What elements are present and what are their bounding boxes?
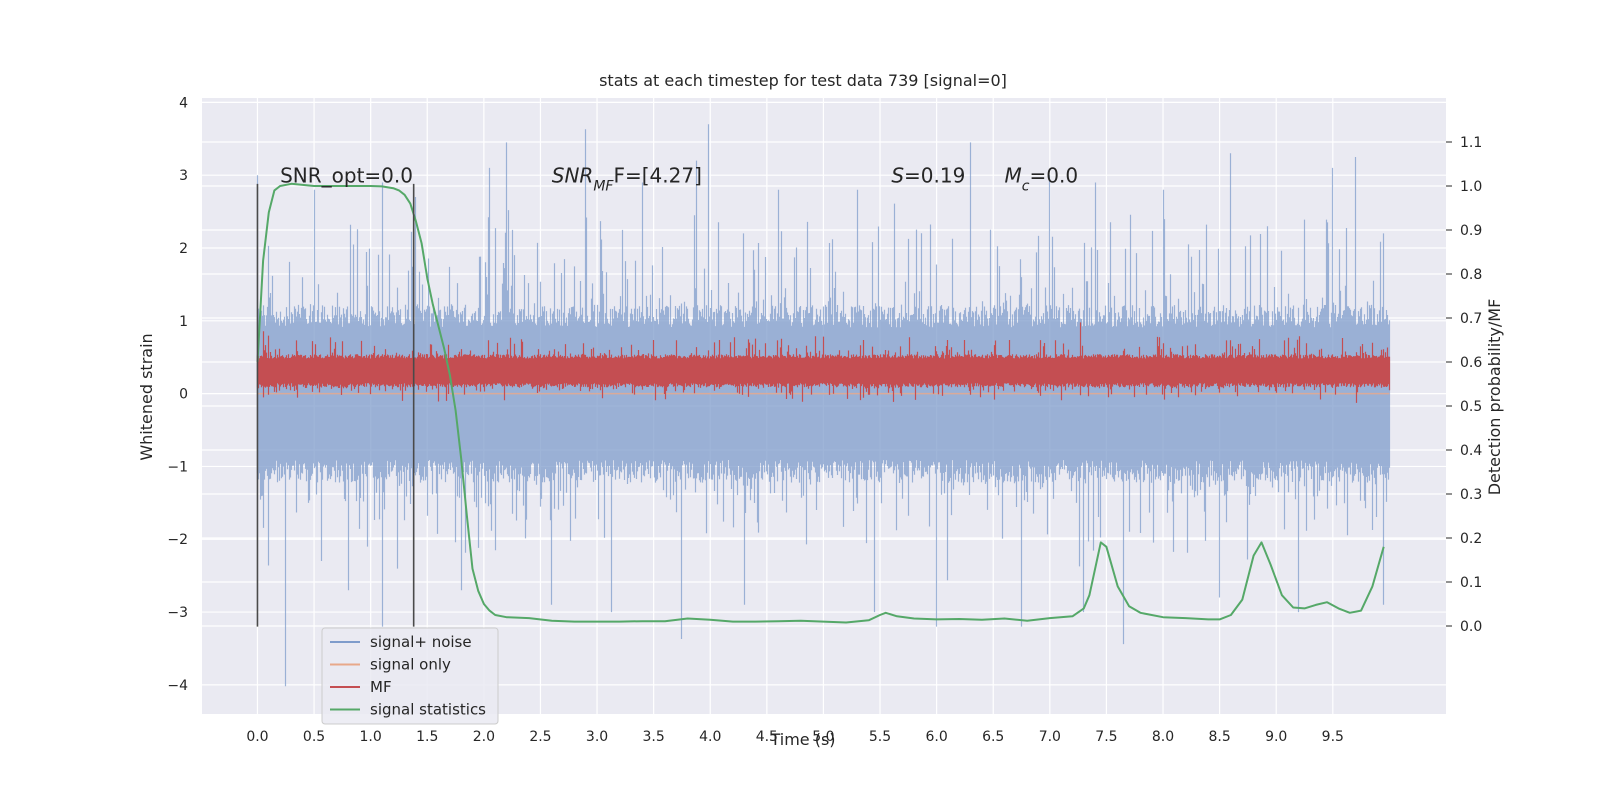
x-tick-label: 5.0 [812, 729, 834, 745]
legend-label-signal-statistics: signal statistics [370, 701, 486, 719]
y2-tick-label: 1.0 [1460, 179, 1482, 195]
x-tick-label: 2.5 [529, 729, 551, 745]
legend-label-signal-only: signal only [370, 656, 451, 674]
x-tick-label: 6.5 [982, 729, 1004, 745]
x-axis-label: Time (s) [769, 730, 835, 749]
legend-box [321, 627, 499, 725]
annotation-snr-opt: SNR_opt=0.0 [280, 163, 413, 187]
y-tick-label: 1 [179, 314, 188, 330]
y2-tick-label: 0.9 [1460, 223, 1482, 239]
x-tick-label: 8.0 [1152, 729, 1174, 745]
y2-tick-label: 0.1 [1460, 575, 1482, 591]
annotations: SNR_opt=0.0 SNRMFF=[4.27] S=0.19 Mc=0.0 [280, 163, 1078, 194]
legend-label-signal-noise: signal+ noise [370, 633, 472, 651]
x-tick-label: 7.0 [1039, 729, 1061, 745]
x-tick-label: 9.5 [1322, 729, 1344, 745]
y2-tick-label: 0.8 [1460, 267, 1482, 283]
x-tick-label: 5.5 [869, 729, 891, 745]
y2-tick-label: 0.4 [1460, 443, 1482, 459]
y2-tick-label: 0.0 [1460, 619, 1482, 635]
y2-tick-label: 0.7 [1460, 311, 1482, 327]
annotation-s: S=0.19 [891, 163, 965, 187]
y-tick-label: −2 [167, 532, 188, 548]
y-tick-label: 4 [179, 95, 188, 111]
y-axis-label: Whitened strain [137, 333, 156, 460]
annotation-mc: Mc=0.0 [1005, 163, 1079, 194]
legend: signal+ noise signal only MF signal statist… [321, 627, 499, 725]
x-tick-label: 6.0 [925, 729, 947, 745]
y2-axis-ticks: 0.0 0.1 0.2 0.3 0.4 0.5 0.6 0.7 0.8 0.9 1.0 1.1 [1446, 135, 1482, 635]
x-tick-label: 3.0 [586, 729, 608, 745]
x-tick-label: 4.5 [756, 729, 778, 745]
y-tick-label: −4 [167, 678, 188, 694]
y2-tick-label: 0.2 [1460, 531, 1482, 547]
vertical-lines [256, 183, 415, 627]
legend-label-mf: MF [370, 678, 392, 696]
y-tick-label: 3 [179, 168, 188, 184]
y-tick-label: 2 [179, 241, 188, 257]
x-tick-label: 3.5 [643, 729, 665, 745]
y2-tick-label: 0.3 [1460, 487, 1482, 503]
y-axis-ticks: −4 −3 −2 −1 0 1 2 3 4 [167, 95, 188, 694]
x-tick-label: 9.0 [1265, 729, 1287, 745]
x-tick-label: 8.5 [1208, 729, 1230, 745]
y2-tick-label: 1.1 [1460, 135, 1482, 151]
x-tick-label: 1.0 [360, 729, 382, 745]
x-tick-label: 2.0 [473, 729, 495, 745]
x-tick-label: 1.5 [416, 729, 438, 745]
x-tick-label: 7.5 [1095, 729, 1117, 745]
y-tick-label: 0 [179, 387, 188, 403]
y2-tick-label: 0.5 [1460, 399, 1482, 415]
x-tick-label: 0.0 [246, 729, 268, 745]
y-tick-label: −3 [167, 605, 188, 621]
x-axis-ticks: 0.0 0.5 1.0 1.5 2.0 2.5 3.0 3.5 4.0 4.5 5.0 5.5 6.0 6… [246, 729, 1344, 745]
y-tick-label: −1 [167, 459, 188, 475]
y2-axis-label: Detection probability/MF [1485, 299, 1504, 496]
y2-tick-label: 0.6 [1460, 355, 1482, 371]
x-tick-label: 0.5 [303, 729, 325, 745]
series-layer [256, 124, 1391, 687]
series-signal-statistics [256, 182, 1385, 624]
annotation-snr-mf: SNRMFF=[4.27] [552, 163, 702, 194]
chart-title: stats at each timestep for test data 739… [599, 71, 1007, 90]
x-tick-label: 4.0 [699, 729, 721, 745]
